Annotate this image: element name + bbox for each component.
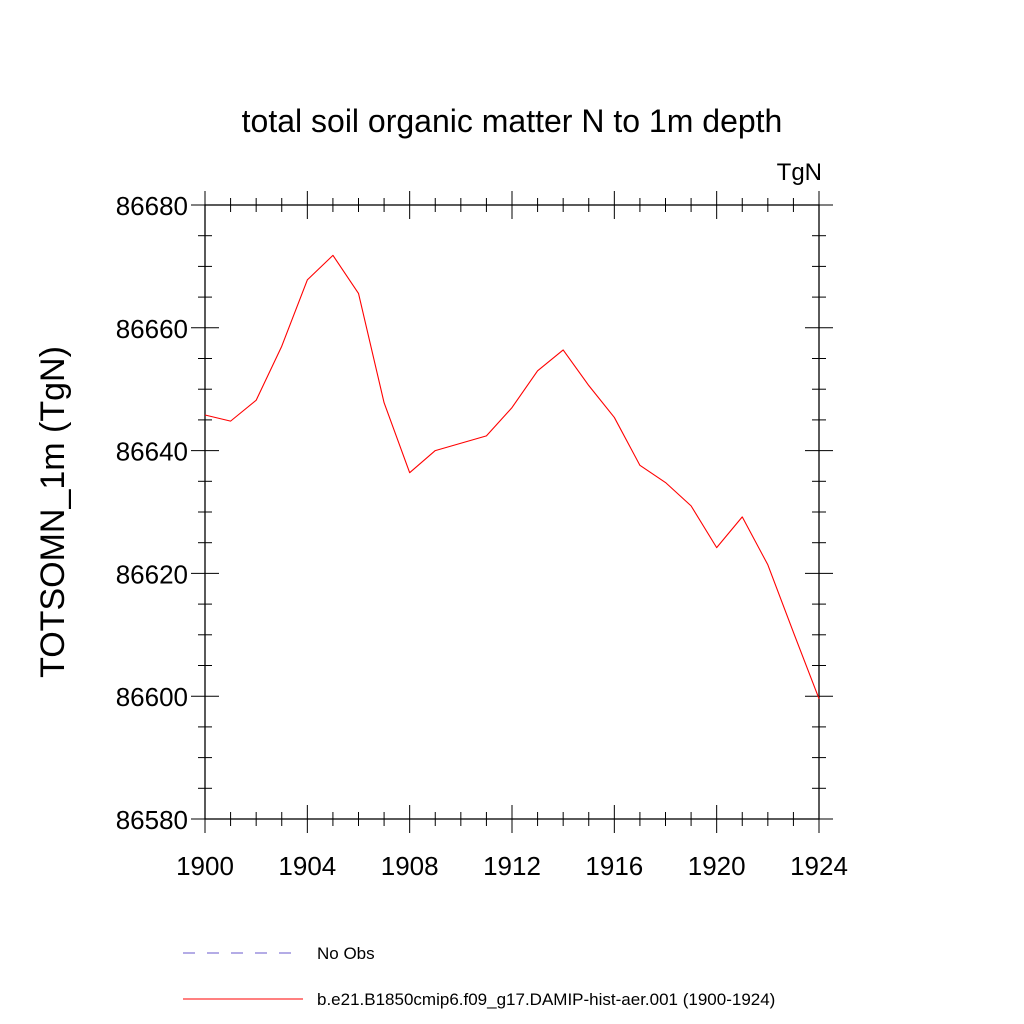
- y-axis-tick-labels: 86580 86600 86620 86640 86660 86680: [116, 191, 188, 835]
- x-tick-label: 1904: [278, 851, 336, 881]
- legend: No Obs b.e21.B1850cmip6.f09_g17.DAMIP-hi…: [183, 944, 775, 1009]
- y-axis-ticks: [191, 204, 833, 820]
- y-tick-label: 86660: [116, 314, 188, 344]
- x-axis-tick-labels: 1900 1904 1908 1912 1916 1920 1924: [176, 851, 848, 881]
- y-tick-label: 86580: [116, 805, 188, 835]
- series-line: [204, 254, 820, 699]
- x-tick-label: 1920: [688, 851, 746, 881]
- y-axis-label: TOTSOMN_1m (TgN): [34, 346, 72, 678]
- legend-label-no-obs: No Obs: [317, 944, 375, 963]
- series-lines: [204, 254, 820, 699]
- plot-frame: [204, 204, 820, 820]
- y-tick-label: 86640: [116, 437, 188, 467]
- units-label: TgN: [777, 159, 822, 186]
- y-tick-label: 86620: [116, 559, 188, 589]
- x-axis-ticks: [204, 191, 820, 833]
- x-tick-label: 1924: [790, 851, 848, 881]
- x-tick-label: 1912: [483, 851, 541, 881]
- legend-label-model: b.e21.B1850cmip6.f09_g17.DAMIP-hist-aer.…: [317, 990, 775, 1009]
- x-tick-label: 1908: [381, 851, 439, 881]
- x-tick-label: 1916: [585, 851, 643, 881]
- y-tick-label: 86600: [116, 682, 188, 712]
- y-tick-label: 86680: [116, 191, 188, 221]
- chart-title: total soil organic matter N to 1m depth: [242, 103, 783, 139]
- x-tick-label: 1900: [176, 851, 234, 881]
